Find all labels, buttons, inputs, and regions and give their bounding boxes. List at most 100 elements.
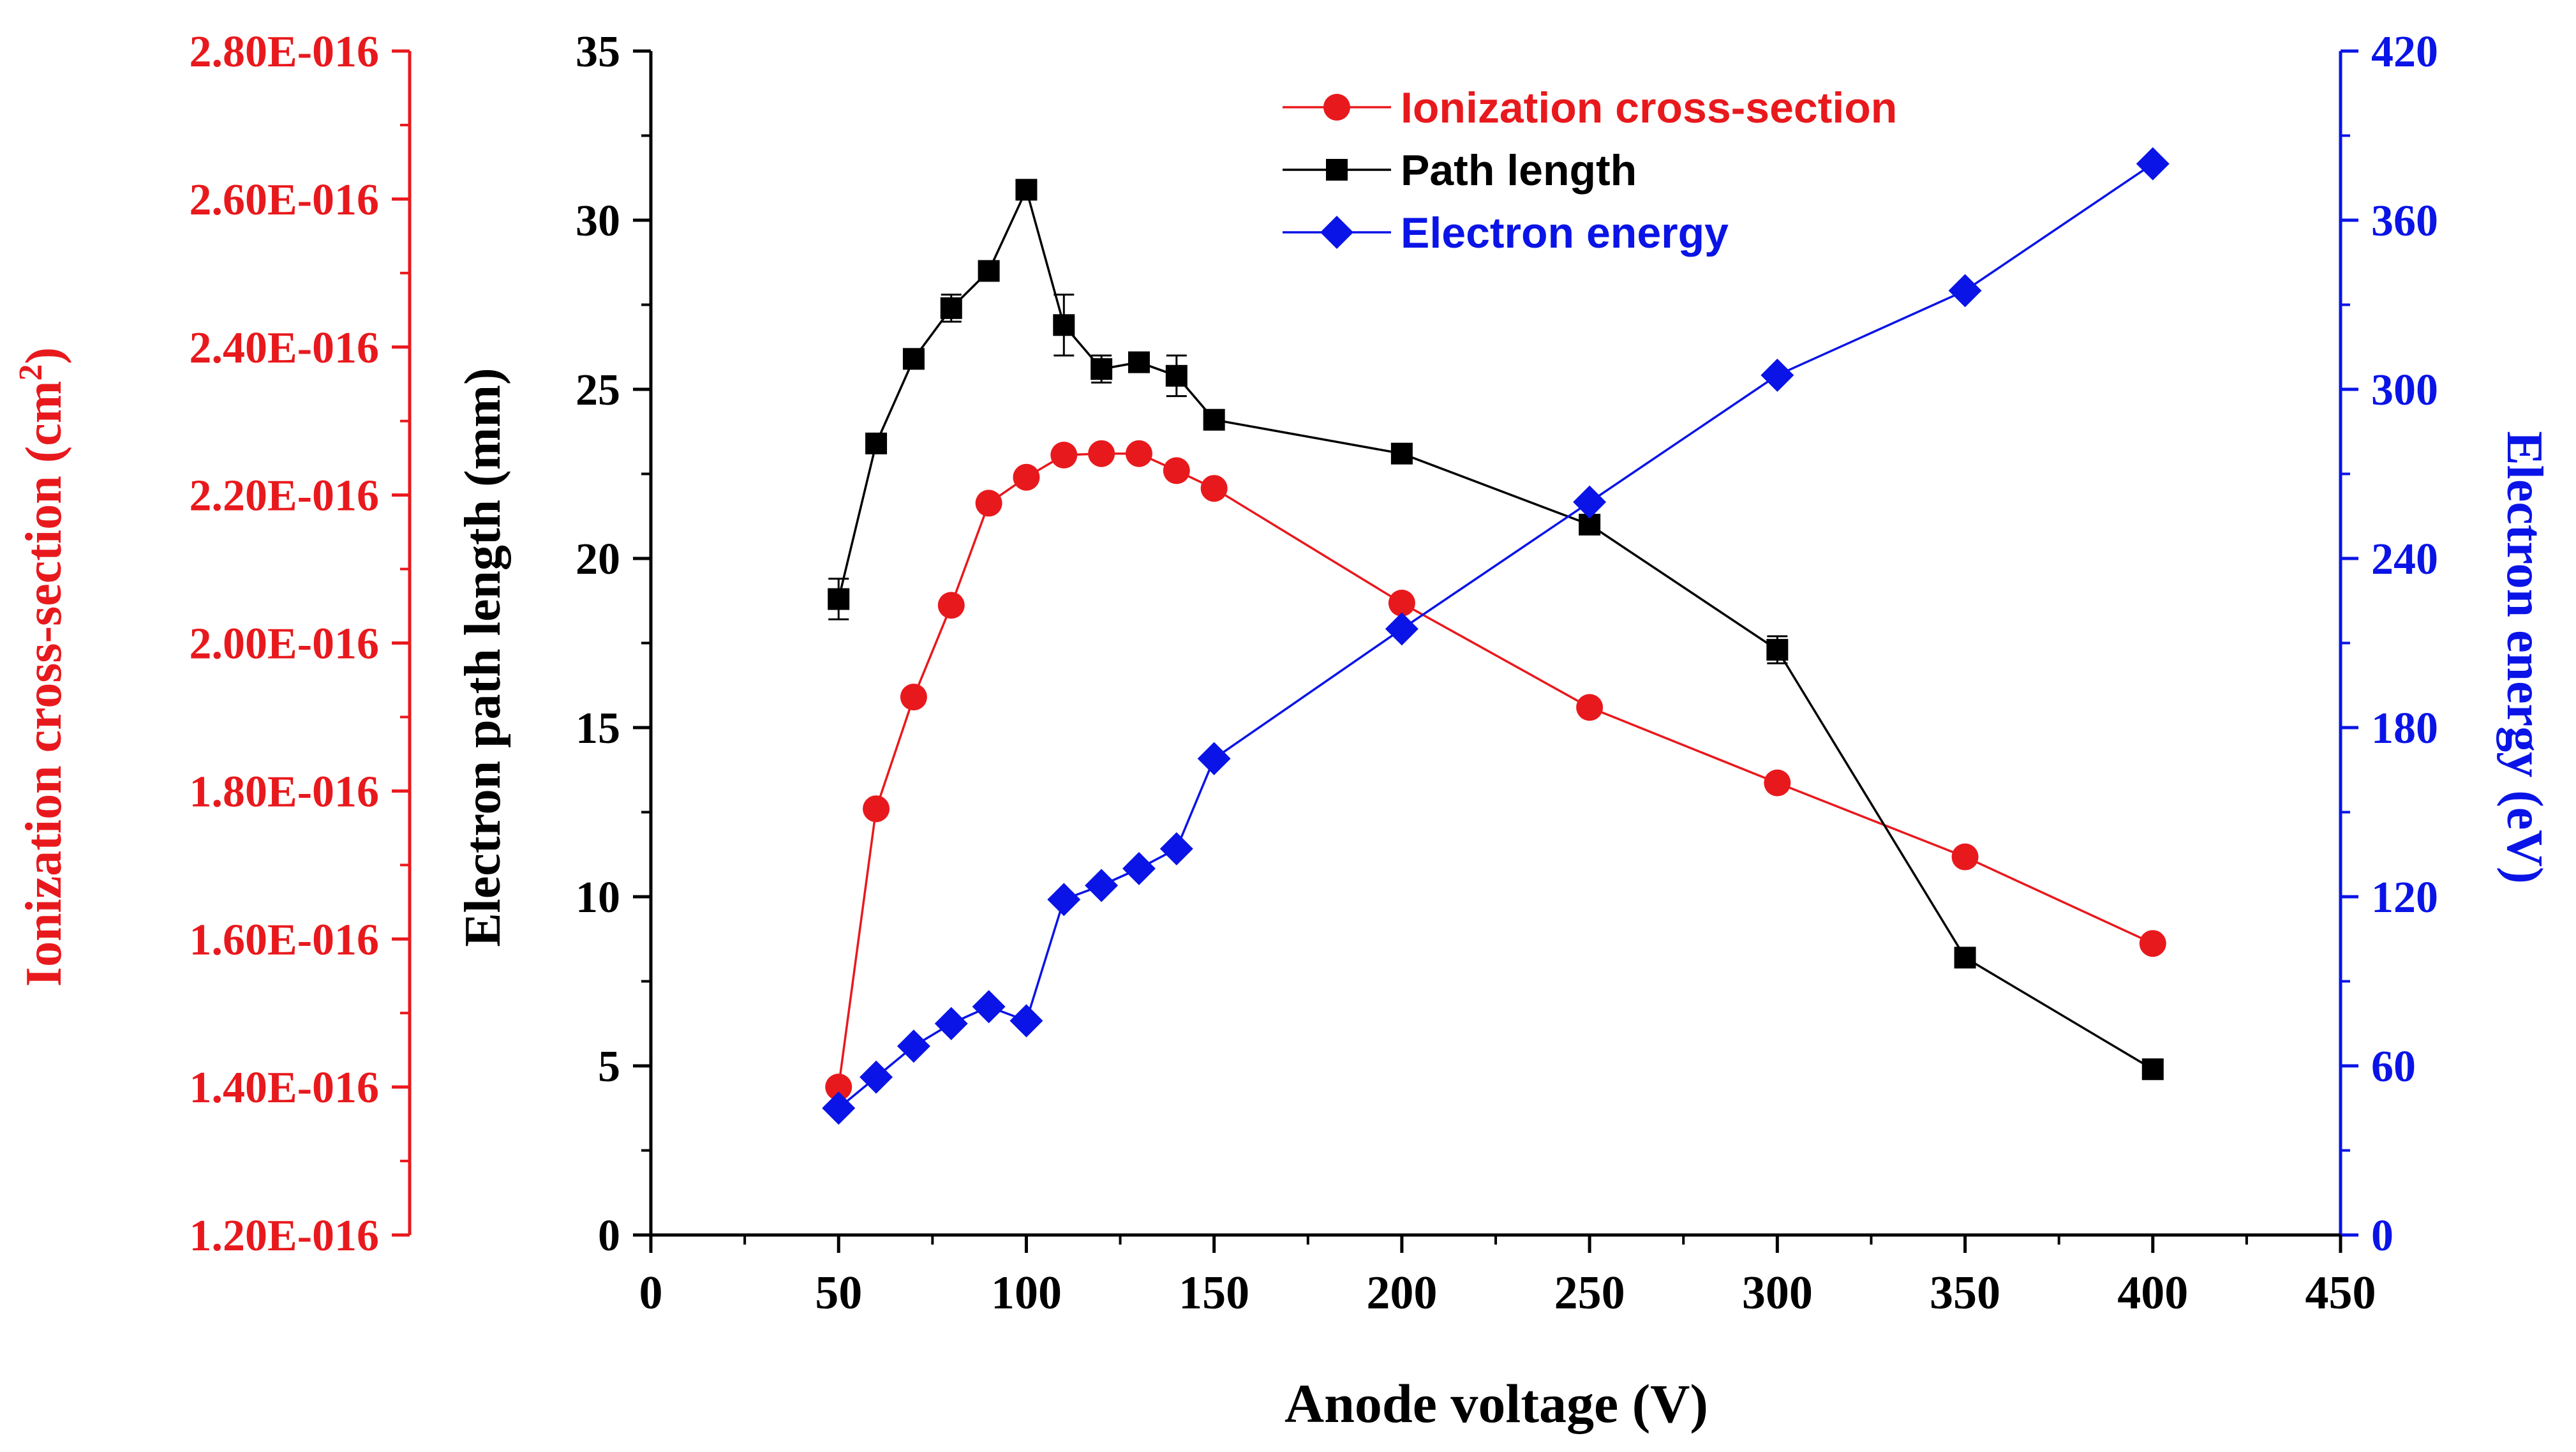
data-point [1761, 358, 1794, 392]
data-point [2136, 147, 2170, 181]
data-point [1088, 440, 1115, 467]
data-point [975, 490, 1002, 517]
series-line [837, 186, 2154, 1070]
data-point [1013, 463, 1040, 491]
left-outer-tick-label: 2.40E-016 [190, 324, 380, 373]
right-tick-label: 300 [2371, 366, 2438, 415]
x-tick-label: 250 [1554, 1267, 1625, 1319]
data-point [1122, 851, 1156, 885]
series-electron-energy [822, 147, 2170, 1125]
data-point [1128, 351, 1150, 373]
legend-label: Path length [1401, 146, 1637, 195]
data-point [1200, 475, 1228, 502]
left-outer-tick-label: 2.20E-016 [190, 472, 380, 521]
series-line [838, 163, 2154, 1109]
x-tick-label: 200 [1366, 1267, 1437, 1319]
data-point [897, 1029, 930, 1063]
right-tick-label: 420 [2371, 27, 2438, 77]
x-tick-label: 150 [1179, 1267, 1249, 1319]
data-point [937, 592, 965, 619]
x-tick-label: 100 [991, 1267, 1062, 1319]
data-point [902, 348, 925, 370]
data-point [1125, 440, 1152, 467]
left-outer-axis-title-text: Ionization cross-section (cm [16, 381, 72, 987]
data-point [1948, 274, 1982, 308]
data-point [1159, 832, 1193, 865]
series-ionization-cross-section [825, 440, 2166, 1101]
data-point [1388, 589, 1415, 617]
data-point [1165, 364, 1187, 387]
left-tick-label: 10 [576, 873, 620, 922]
data-point [825, 1074, 852, 1101]
left-tick-label: 20 [576, 535, 620, 584]
plot-series [822, 147, 2170, 1125]
data-point [1764, 769, 1791, 797]
left-outer-tick-label: 1.60E-016 [190, 915, 380, 964]
left-tick-label: 5 [598, 1042, 620, 1091]
x-axis-title: Anode voltage (V) [1284, 1373, 1708, 1434]
legend-label: Electron energy [1401, 209, 1729, 257]
data-point [822, 1091, 856, 1125]
right-tick-label: 240 [2371, 535, 2438, 584]
legend-marker [1323, 94, 1350, 121]
left-tick-label: 25 [576, 366, 620, 415]
right-tick-label: 0 [2371, 1211, 2394, 1261]
right-tick-label: 360 [2371, 197, 2438, 246]
x-tick-label: 450 [2305, 1267, 2376, 1319]
left-axis: 0 5 10 15 20 25 30 35 [576, 27, 653, 1261]
legend-marker [1326, 159, 1348, 181]
data-point [934, 1007, 968, 1040]
x-axis: 0 50 100 150 200 250 300 350 400 450 [639, 1233, 2376, 1319]
series-line [837, 452, 2154, 1088]
x-tick-label: 300 [1742, 1267, 1813, 1319]
data-point [1015, 179, 1038, 201]
data-point [978, 260, 1000, 282]
x-tick-label: 400 [2117, 1267, 2188, 1319]
left-outer-axis-title-close: ) [16, 347, 72, 364]
data-point [1954, 947, 1976, 969]
data-point [1951, 843, 1979, 871]
data-point [1053, 314, 1075, 336]
data-point [863, 795, 890, 823]
series-path-length [828, 179, 2164, 1081]
data-point [1091, 358, 1113, 380]
data-point [865, 432, 888, 454]
legend-marker [1320, 216, 1353, 249]
left-outer-tick-label: 1.80E-016 [190, 767, 380, 816]
x-tick-label: 0 [639, 1267, 663, 1319]
data-point [1766, 639, 1789, 661]
data-point [972, 990, 1006, 1024]
right-tick-label: 60 [2371, 1042, 2416, 1091]
data-point [860, 1060, 893, 1094]
left-axis-title: Electron path length (mm) [455, 368, 511, 947]
data-point [1390, 442, 1413, 465]
x-tick-label: 350 [1930, 1267, 2000, 1319]
data-point [2141, 1058, 2164, 1081]
data-point [1573, 485, 1607, 519]
data-point [1085, 869, 1119, 902]
left-outer-tick-label: 2.60E-016 [190, 176, 380, 225]
left-outer-axis-title-sup: 2 [13, 364, 49, 381]
right-axis-title: Electron energy (eV) [2496, 431, 2552, 883]
right-tick-label: 120 [2371, 873, 2438, 922]
x-tick-label: 50 [815, 1267, 862, 1319]
left-outer-tick-label: 2.80E-016 [190, 27, 380, 77]
data-point [1203, 408, 1225, 431]
data-point [900, 684, 927, 711]
data-point [1576, 694, 1604, 721]
data-point [1163, 457, 1190, 484]
left-tick-label: 15 [576, 704, 620, 753]
left-outer-tick-label: 1.20E-016 [190, 1211, 380, 1261]
data-point [1385, 612, 1418, 646]
data-point [1047, 883, 1081, 917]
legend-label: Ionization cross-section [1401, 84, 1897, 132]
left-tick-label: 0 [598, 1211, 620, 1261]
data-point [940, 297, 962, 319]
left-tick-label: 30 [576, 197, 620, 246]
legend: Ionization cross-section Path length Elect… [1283, 84, 1897, 257]
right-axis: 0 60 120 180 240 300 360 420 [2339, 27, 2438, 1261]
right-tick-label: 180 [2371, 704, 2438, 753]
data-point [1197, 742, 1231, 775]
left-outer-tick-label: 2.00E-016 [190, 620, 380, 669]
